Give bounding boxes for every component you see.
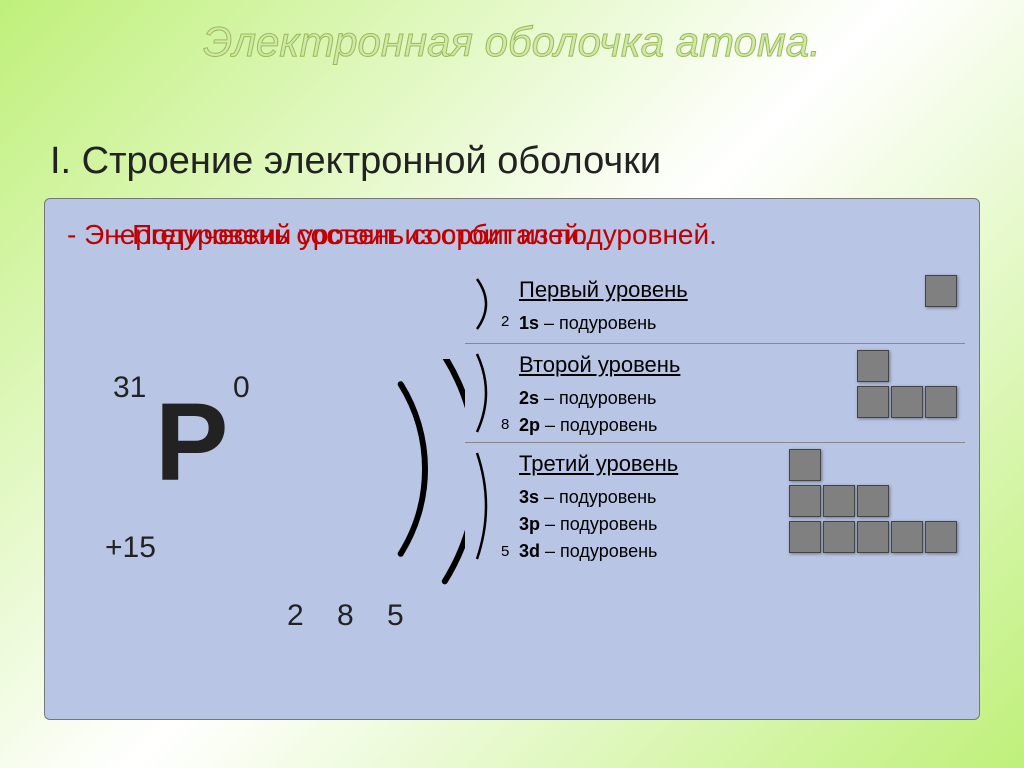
orbital-cell (891, 386, 923, 418)
level-title: Второй уровень (519, 352, 680, 378)
energy-levels: 2 Первый уровень 1s – подуровень 8 Второй ур… (465, 269, 965, 568)
orbital-row (857, 386, 957, 418)
orbital-row (789, 521, 957, 553)
orbital-row (925, 275, 957, 307)
slide-root: Электронная оболочка атома. I. Строение … (0, 0, 1024, 768)
orbital-grid (789, 449, 957, 557)
orbital-cell (925, 275, 957, 307)
level-electron-count: 2 (501, 313, 509, 330)
shell-electron-count: 8 (337, 599, 354, 633)
orbital-row (789, 485, 957, 517)
orbital-cell (823, 485, 855, 517)
orbital-grid (925, 275, 957, 311)
content-panel: - Энергетический уровень состоит из поду… (44, 198, 980, 720)
orbital-cell (857, 386, 889, 418)
shell-electron-count: 5 (387, 599, 404, 633)
element-block: 31 P 0 +15 285 (75, 349, 455, 669)
title-text: Электронная оболочка атома. (203, 18, 821, 65)
shell-arcs (235, 359, 465, 619)
orbital-cell (789, 521, 821, 553)
mass-number: 31 (113, 371, 146, 405)
orbital-cell (857, 521, 889, 553)
section-heading: I. Строение электронной оболочки (50, 140, 661, 183)
level-block: 8Второй уровень2s – подуровень2p – подур… (465, 344, 965, 443)
orbital-row (857, 350, 957, 382)
element-symbol: P (155, 379, 228, 506)
red-text-front: - Подуровень состоит из орбиталей. (115, 219, 587, 251)
level-block: 5Третий уровень3s – подуровень3p – подур… (465, 443, 965, 568)
orbital-cell (857, 350, 889, 382)
orbital-cell (789, 485, 821, 517)
slide-title: Электронная оболочка атома. (0, 18, 1024, 66)
orbital-grid (857, 350, 957, 422)
level-electron-count: 8 (501, 416, 509, 433)
proton-count: +15 (105, 531, 156, 565)
shell-electron-count: 2 (287, 599, 304, 633)
orbital-cell (925, 386, 957, 418)
level-block: 2 Первый уровень 1s – подуровень (465, 269, 965, 344)
orbital-row (789, 449, 957, 481)
level-electron-count: 5 (501, 543, 509, 560)
orbital-cell (925, 521, 957, 553)
orbital-cell (857, 485, 889, 517)
orbital-cell (823, 521, 855, 553)
sublevel-label: 1s – подуровень (519, 313, 965, 334)
orbital-cell (789, 449, 821, 481)
level-title: Третий уровень (519, 451, 678, 477)
orbital-cell (891, 521, 923, 553)
level-title: Первый уровень (519, 277, 688, 303)
